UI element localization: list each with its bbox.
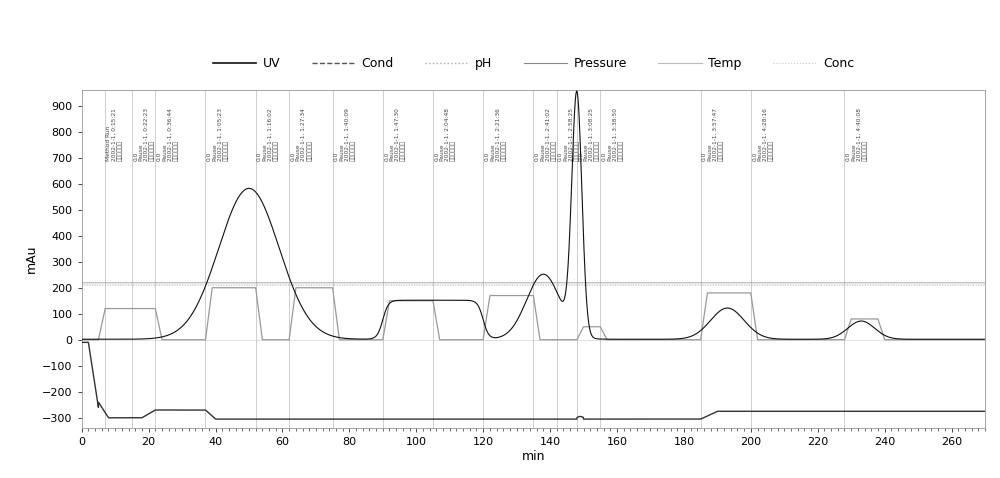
Legend: UV, Cond, pH, Pressure, Temp, Conc: UV, Cond, pH, Pressure, Temp, Conc xyxy=(208,53,859,76)
Text: Method Run
2002-1-1, 0:15:21
中国标准时间: Method Run 2002-1-1, 0:15:21 中国标准时间 xyxy=(106,108,123,161)
Text: 0.0
Pause
2002-1-1, 1:05:23
中国标准时间: 0.0 Pause 2002-1-1, 1:05:23 中国标准时间 xyxy=(207,108,229,161)
Text: 0.0
Pause
2002-1-1, 1:27:34
中国标准时间: 0.0 Pause 2002-1-1, 1:27:34 中国标准时间 xyxy=(290,108,312,161)
Text: 0.0
Pause
2002-1-1, 1:16:02
中国标准时间: 0.0 Pause 2002-1-1, 1:16:02 中国标准时间 xyxy=(257,108,279,161)
Text: 0.0
Pause
2002-1-1, 2:41:02
中国标准时间: 0.0 Pause 2002-1-1, 2:41:02 中国标准时间 xyxy=(535,108,557,161)
Text: 0.0
Pause
2002-1-1, 4:28:16
中国标准时间: 0.0 Pause 2002-1-1, 4:28:16 中国标准时间 xyxy=(752,108,774,161)
Text: 0.0
Pause
2002-1-1, 3:38:50
中国标准时间: 0.0 Pause 2002-1-1, 3:38:50 中国标准时间 xyxy=(602,108,623,161)
Text: 0.0
Pause
2002-1-1, 2:58:25
中国标准时间: 0.0 Pause 2002-1-1, 2:58:25 中国标准时间 xyxy=(558,108,580,161)
Text: 0.0
Pause
2002-1-1, 2:04:48
中国标准时间: 0.0 Pause 2002-1-1, 2:04:48 中国标准时间 xyxy=(434,108,456,161)
Y-axis label: mAu: mAu xyxy=(25,245,38,273)
Text: 0.0
Pause
2002-1-1, 1:47:30
中国标准时间: 0.0 Pause 2002-1-1, 1:47:30 中国标准时间 xyxy=(384,108,406,161)
Text: 0.0
Pause
2002-1-1, 1:40:09
中国标准时间: 0.0 Pause 2002-1-1, 1:40:09 中国标准时间 xyxy=(334,108,356,161)
Text: 0.0
Pause
2002-1-1, 3:57:47
中国标准时间: 0.0 Pause 2002-1-1, 3:57:47 中国标准时间 xyxy=(702,108,724,161)
X-axis label: min: min xyxy=(522,450,545,463)
Text: 0.0
Pause
2002-1-1, 0:22:23
中国标准时间: 0.0 Pause 2002-1-1, 0:22:23 中国标准时间 xyxy=(133,108,155,161)
Text: 0.0
Pause
2002-1-1, 4:40:08
中国标准时间: 0.0 Pause 2002-1-1, 4:40:08 中国标准时间 xyxy=(846,108,868,161)
Text: 0.0
Pause
2002-1-1, 3:08:25
中国标准时间: 0.0 Pause 2002-1-1, 3:08:25 中国标准时间 xyxy=(578,108,600,161)
Text: 0.0
Pause
2002-1-1, 0:36:44
中国标准时间: 0.0 Pause 2002-1-1, 0:36:44 中国标准时间 xyxy=(157,108,178,161)
Text: 0.0
Pause
2002-1-1, 2:21:36
中国标准时间: 0.0 Pause 2002-1-1, 2:21:36 中国标准时间 xyxy=(485,108,506,161)
